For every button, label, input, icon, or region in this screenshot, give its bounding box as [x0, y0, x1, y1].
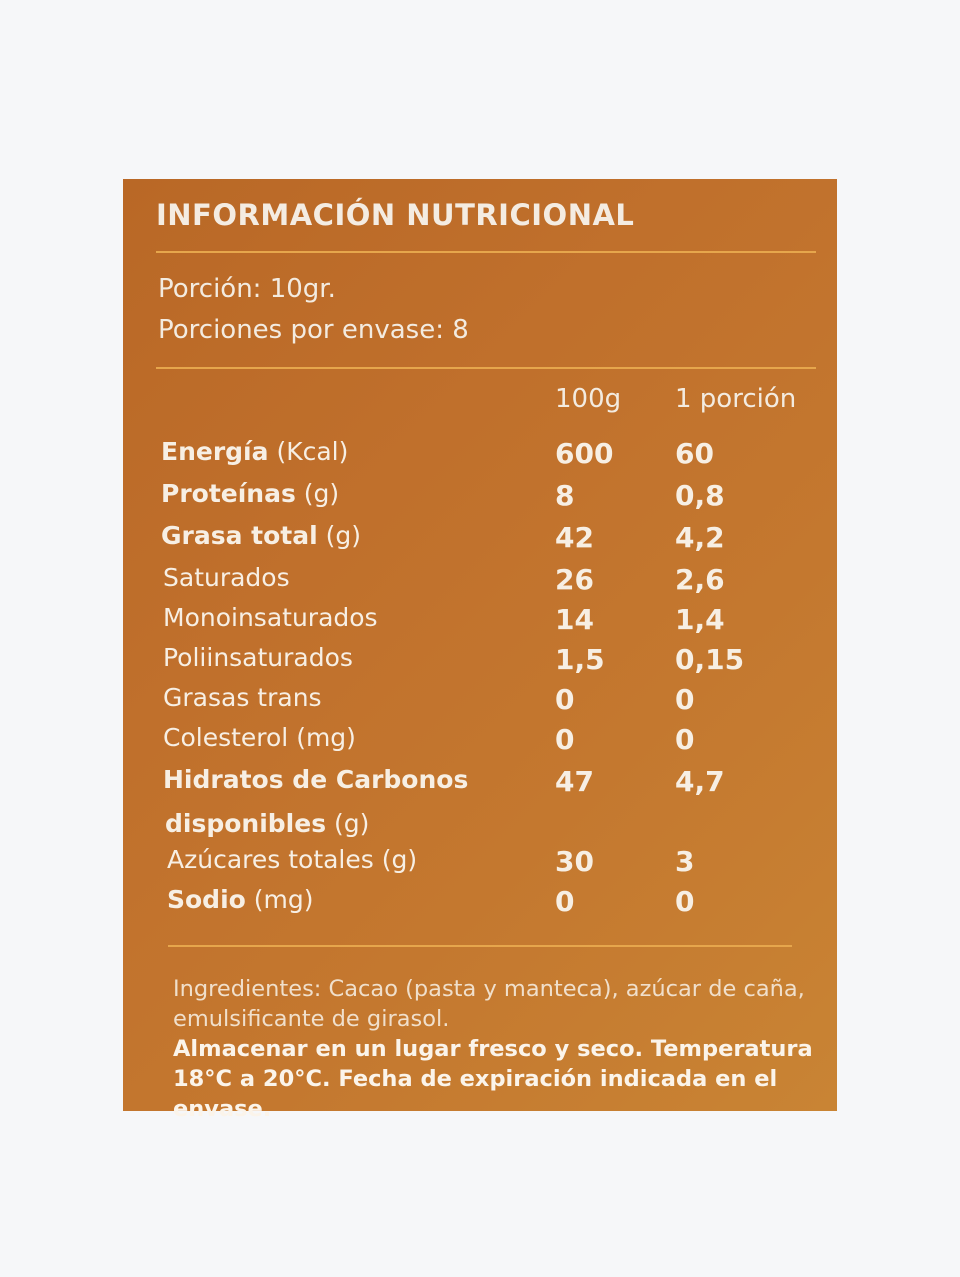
servings-per-container: Porciones por envase: 8	[158, 315, 469, 345]
value-per-portion: 1,4	[675, 603, 725, 636]
nutrient-name: Hidratos de Carbonos	[163, 765, 468, 794]
value-per-100g: 8	[555, 479, 575, 512]
nutrient-name-bold: Hidratos de Carbonos	[163, 765, 469, 794]
nutrient-name-bold: disponibles	[165, 809, 327, 838]
nutrient-row: Poliinsaturados 1,5 0,15	[123, 643, 837, 683]
nutrient-name-bold: Proteínas	[161, 479, 296, 508]
nutrient-unit: (g)	[295, 479, 340, 508]
nutrient-row: Proteínas (g) 8 0,8	[123, 479, 837, 519]
value-per-100g: 600	[555, 437, 614, 470]
ingredients-text: Ingredientes: Cacao (pasta y manteca), a…	[173, 976, 805, 1032]
value-per-portion: 0,8	[675, 479, 725, 512]
nutrient-name-bold: Energía	[161, 437, 269, 466]
nutrient-name: Sodio (mg)	[167, 885, 314, 914]
nutrient-unit: (g)	[317, 521, 362, 550]
nutrient-unit: Saturados	[163, 563, 290, 592]
nutrient-row: Hidratos de Carbonos 47 4,7	[123, 765, 837, 805]
nutrient-row: Energía (Kcal) 600 60	[123, 437, 837, 477]
value-per-100g: 0	[555, 723, 575, 756]
nutrient-name-bold: Sodio	[167, 885, 246, 914]
nutrient-unit: Colesterol (mg)	[163, 723, 356, 752]
nutrient-unit: Azúcares totales (g)	[167, 845, 418, 874]
label-title: INFORMACIÓN NUTRICIONAL	[156, 198, 635, 232]
nutrient-name: Grasa total (g)	[161, 521, 361, 550]
nutrient-unit: (mg)	[245, 885, 314, 914]
nutrient-row: Sodio (mg) 0 0	[123, 885, 837, 925]
column-header-portion: 1 porción	[675, 384, 797, 414]
nutrient-unit: (Kcal)	[268, 437, 349, 466]
value-per-portion: 60	[675, 437, 714, 470]
nutrient-unit: Poliinsaturados	[163, 643, 353, 672]
nutrient-unit: Grasas trans	[163, 683, 322, 712]
nutrient-unit: Monoinsaturados	[163, 603, 378, 632]
value-per-portion: 0	[675, 683, 695, 716]
nutrient-row: Grasa total (g) 42 4,2	[123, 521, 837, 561]
value-per-portion: 4,2	[675, 521, 725, 554]
value-per-portion: 0	[675, 885, 695, 918]
nutrient-name: Monoinsaturados	[163, 603, 378, 632]
nutrient-name: Energía (Kcal)	[161, 437, 348, 466]
nutrient-row: Colesterol (mg) 0 0	[123, 723, 837, 763]
divider-bottom	[168, 945, 792, 947]
nutrition-label: INFORMACIÓN NUTRICIONAL Porción: 10gr. P…	[123, 179, 837, 1122]
value-per-portion: 3	[675, 845, 695, 878]
value-per-100g: 26	[555, 563, 594, 596]
nutrient-name: Saturados	[163, 563, 290, 592]
value-per-100g: 0	[555, 683, 575, 716]
nutrient-unit: (g)	[326, 809, 370, 838]
nutrient-name: Poliinsaturados	[163, 643, 353, 672]
nutrient-row-continuation: disponibles (g)	[165, 809, 369, 838]
nutrient-name: Azúcares totales (g)	[167, 845, 417, 874]
value-per-portion: 0,15	[675, 643, 745, 676]
value-per-100g: 30	[555, 845, 594, 878]
nutrient-row: Azúcares totales (g) 30 3	[123, 845, 837, 885]
value-per-100g: 1,5	[555, 643, 605, 676]
value-per-100g: 42	[555, 521, 594, 554]
nutrient-name-bold: Grasa total	[161, 521, 318, 550]
value-per-100g: 0	[555, 885, 575, 918]
value-per-portion: 2,6	[675, 563, 725, 596]
nutrient-name: Colesterol (mg)	[163, 723, 356, 752]
value-per-100g: 14	[555, 603, 594, 636]
value-per-portion: 4,7	[675, 765, 725, 798]
nutrient-row: Grasas trans 0 0	[123, 683, 837, 723]
divider-top	[156, 251, 816, 253]
storage-text: Almacenar en un lugar fresco y seco. Tem…	[173, 1036, 813, 1122]
column-header-100g: 100g	[555, 384, 622, 414]
serving-size: Porción: 10gr.	[158, 274, 336, 304]
divider-middle	[156, 367, 816, 369]
value-per-portion: 0	[675, 723, 695, 756]
nutrient-row: Saturados 26 2,6	[123, 563, 837, 603]
nutrient-row: Monoinsaturados 14 1,4	[123, 603, 837, 643]
nutrient-name: Grasas trans	[163, 683, 322, 712]
nutrient-name: Proteínas (g)	[161, 479, 339, 508]
value-per-100g: 47	[555, 765, 594, 798]
